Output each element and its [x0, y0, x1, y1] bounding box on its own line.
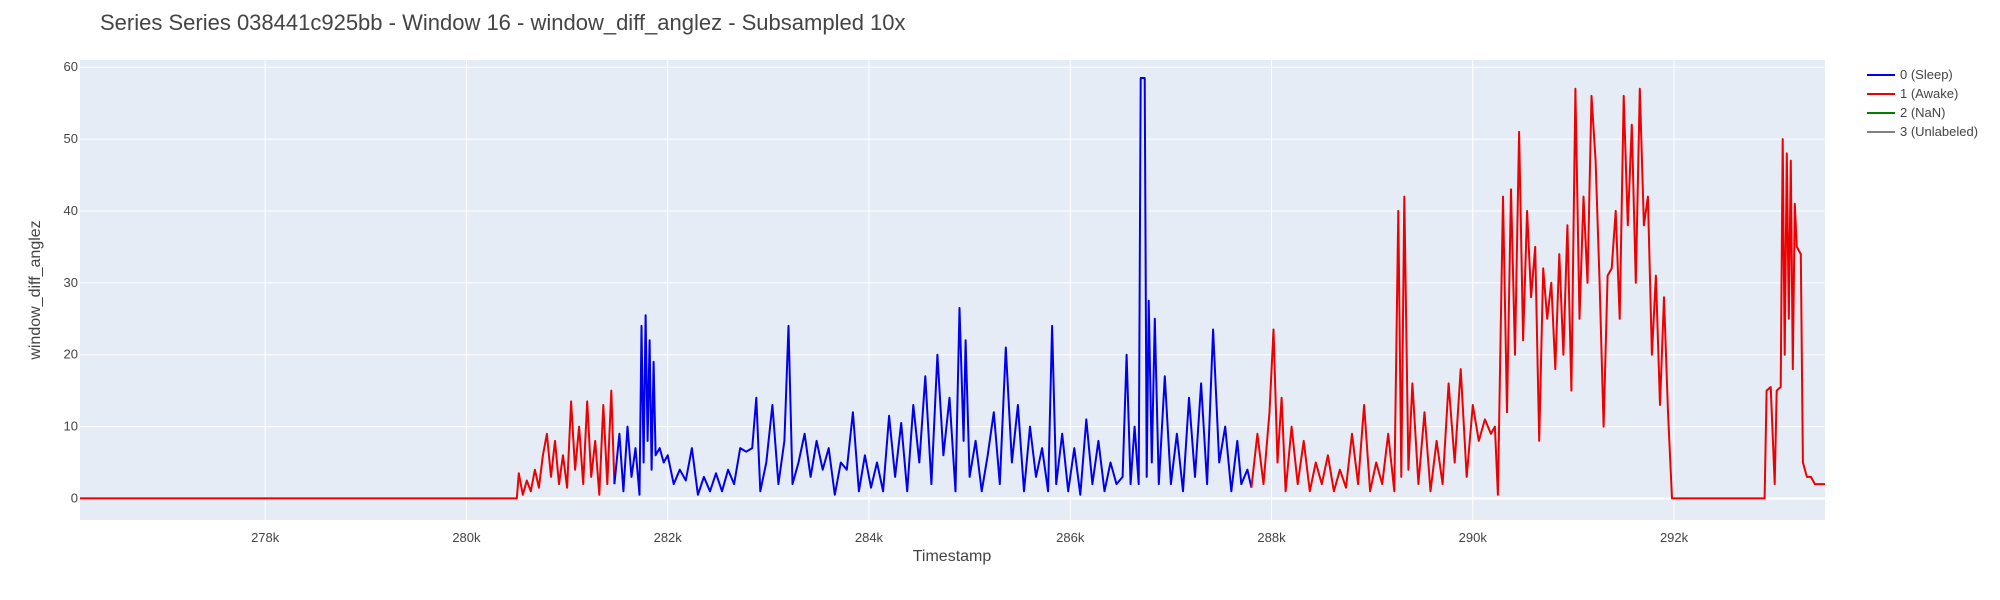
x-tick-label: 292k	[1660, 530, 1689, 545]
series-line-0	[80, 389, 616, 500]
legend-label: 1 (Awake)	[1900, 86, 1958, 101]
y-axis-ticks: 0 10 20 30 40 50 60	[64, 59, 78, 505]
x-tick-label: 282k	[654, 530, 683, 545]
x-tick-label: 280k	[452, 530, 481, 545]
y-axis-title: window_diff_anglez	[27, 220, 44, 360]
x-axis-title: Timestamp	[913, 548, 992, 565]
x-tick-label: 288k	[1257, 530, 1286, 545]
x-tick-label: 286k	[1056, 530, 1085, 545]
y-tick-label: 50	[64, 131, 78, 146]
chart-title: Series Series 038441c925bb - Window 16 -…	[100, 10, 906, 35]
series-line-2	[1250, 87, 1825, 500]
x-tick-label: 278k	[251, 530, 280, 545]
y-tick-label: 10	[64, 419, 78, 434]
y-tick-label: 40	[64, 203, 78, 218]
x-tick-label: 284k	[855, 530, 884, 545]
series-line-1	[613, 77, 1253, 496]
legend-label: 3 (Unlabeled)	[1900, 124, 1978, 139]
legend-label: 2 (NaN)	[1900, 105, 1946, 120]
x-axis-ticks: 278k 280k 282k 284k 286k 288k 290k 292k	[251, 530, 1689, 545]
y-tick-label: 30	[64, 275, 78, 290]
x-tick-label: 290k	[1459, 530, 1488, 545]
legend-label: 0 (Sleep)	[1900, 67, 1953, 82]
y-tick-label: 20	[64, 347, 78, 362]
y-tick-label: 0	[71, 490, 78, 505]
series-layer	[80, 77, 1825, 500]
y-tick-label: 60	[64, 59, 78, 74]
legend: 0 (Sleep) 1 (Awake) 2 (NaN) 3 (Unlabeled)	[1867, 67, 1978, 139]
